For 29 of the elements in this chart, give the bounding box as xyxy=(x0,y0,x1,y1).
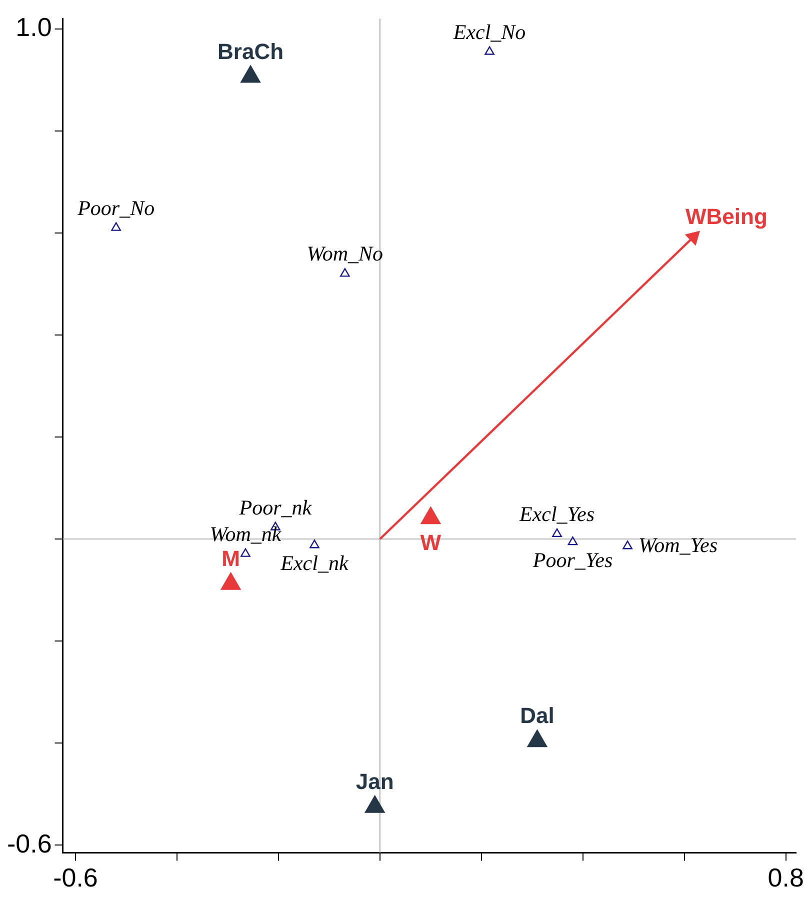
annotation: Jan xyxy=(356,768,394,794)
point xyxy=(484,46,494,55)
annotation: Excl_Yes xyxy=(518,502,595,526)
y-tick-label: 1.0 xyxy=(16,12,52,42)
point xyxy=(364,795,385,813)
annotation: Wom_nk xyxy=(210,522,282,546)
annotation: M xyxy=(222,546,240,571)
annotation: BraCh xyxy=(218,38,284,64)
annotation: Excl_nk xyxy=(280,551,349,576)
point xyxy=(552,528,562,538)
point xyxy=(240,548,250,557)
point xyxy=(310,540,320,548)
point xyxy=(568,536,578,546)
annotation: Poor_nk xyxy=(238,495,312,520)
point xyxy=(420,506,441,524)
point xyxy=(220,572,241,590)
point xyxy=(340,268,350,277)
series-label: WBeing xyxy=(686,204,768,230)
point xyxy=(527,730,548,748)
x-tick-label: 0.8 xyxy=(768,862,804,893)
annotation: Poor_Yes xyxy=(532,548,613,572)
annotation: Wom_No xyxy=(306,242,384,266)
annotation: Excl_No xyxy=(452,20,526,44)
point xyxy=(111,222,122,231)
annotation: Dal xyxy=(520,703,554,728)
annotation: W xyxy=(420,530,442,556)
point xyxy=(622,540,632,550)
annotation: Poor_No xyxy=(76,196,155,220)
annotation: Wom_Yes xyxy=(638,533,718,558)
